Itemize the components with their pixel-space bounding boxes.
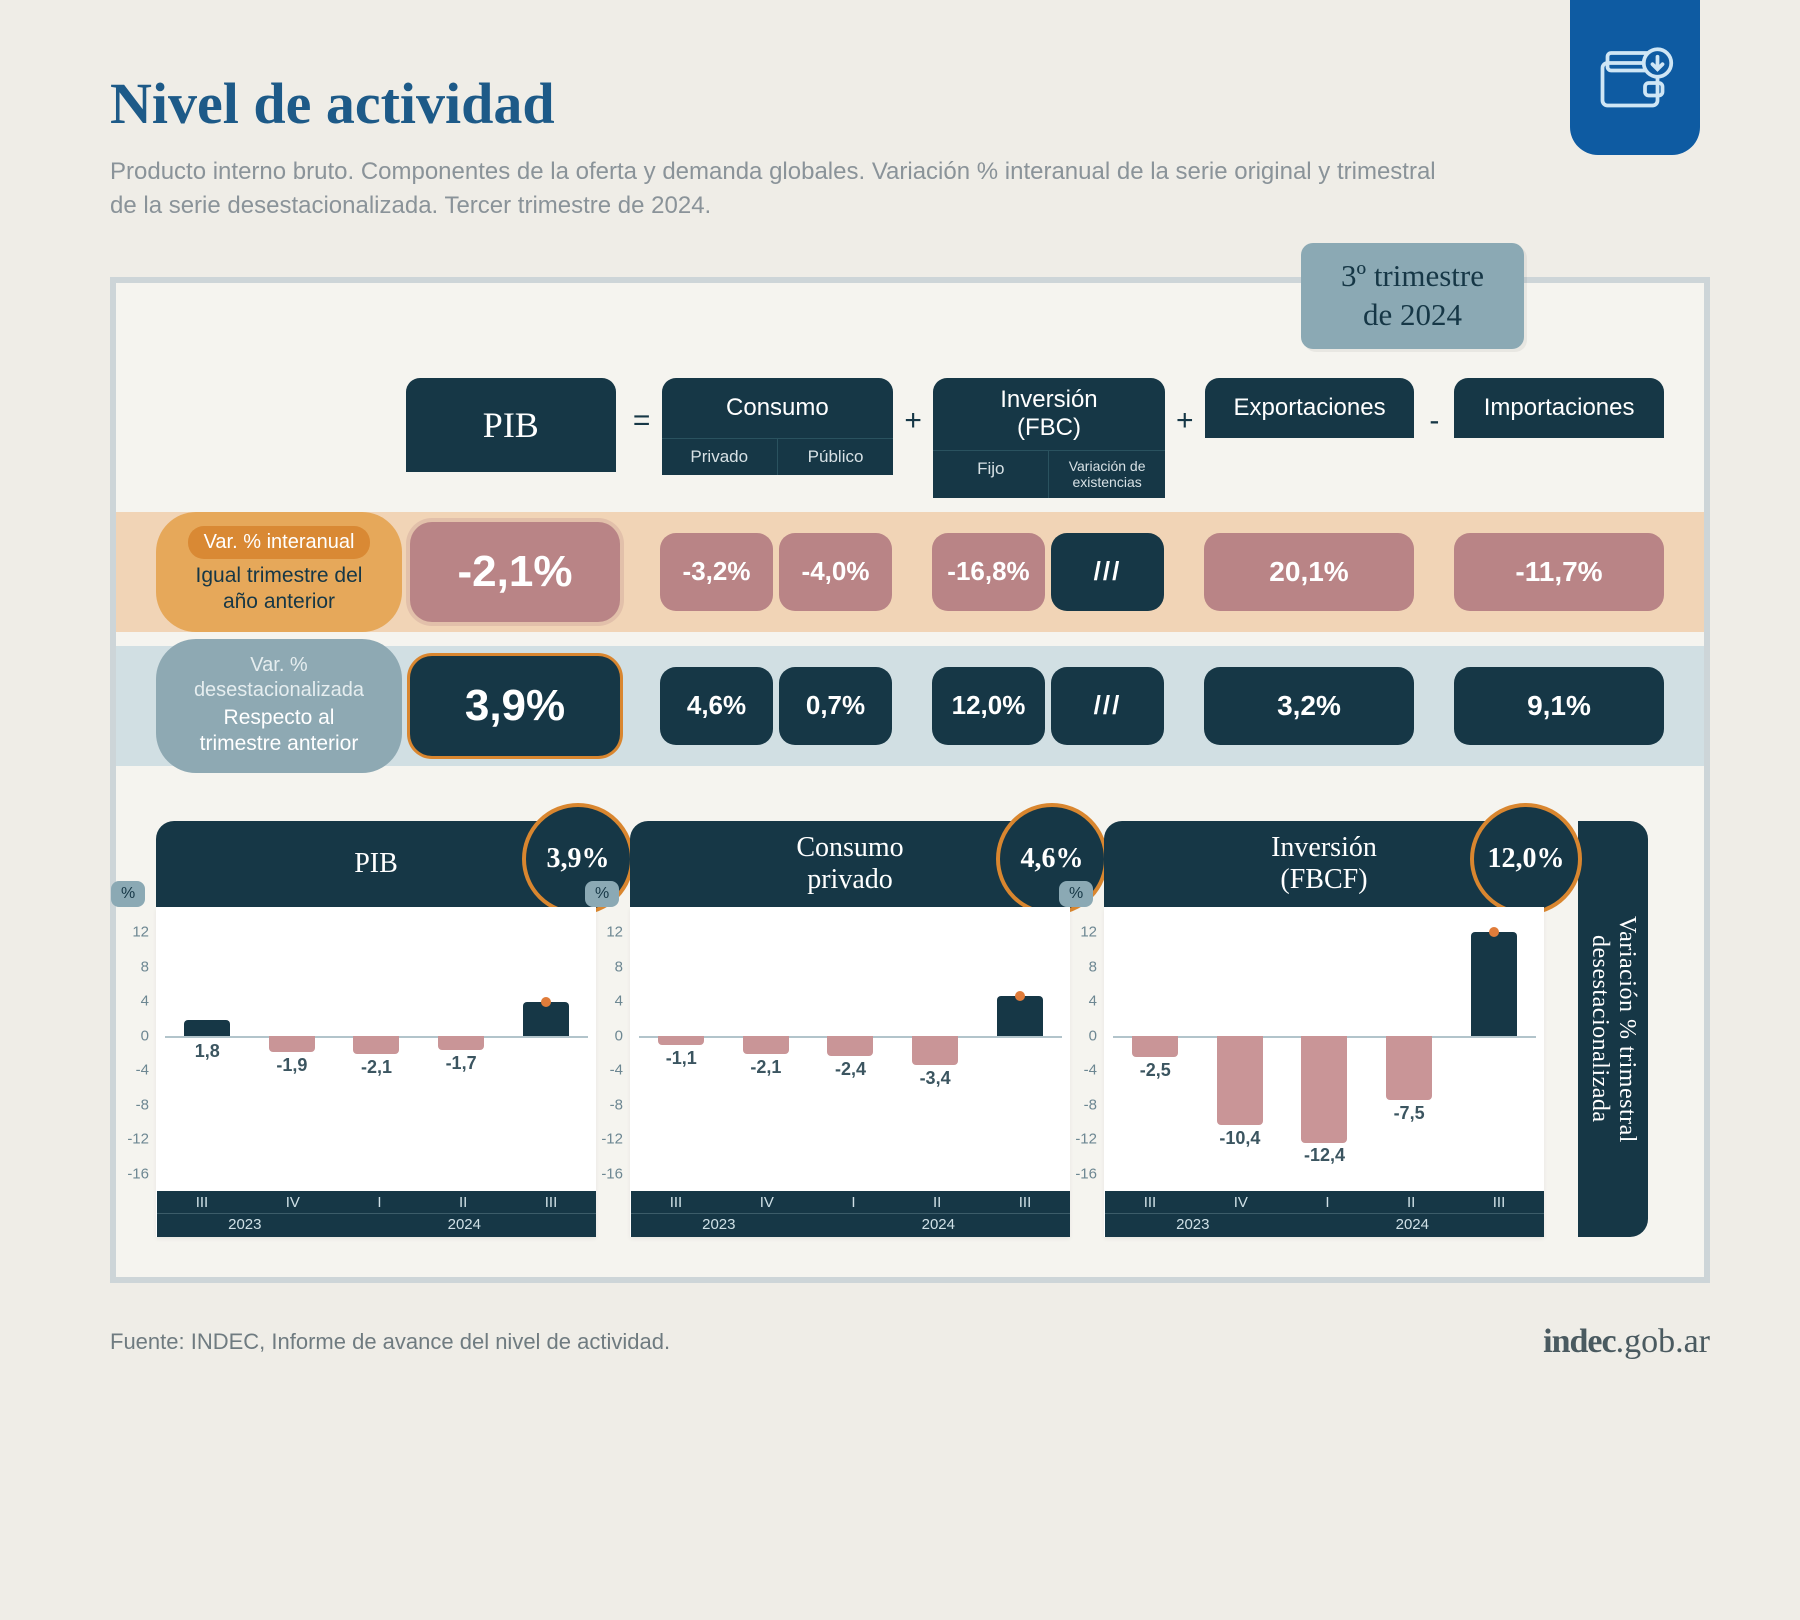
eq-export: Exportaciones — [1205, 378, 1415, 438]
page-subtitle: Producto interno bruto. Componentes de l… — [110, 155, 1460, 222]
val-interanual-import: -11,7% — [1454, 533, 1664, 611]
eq-consumo-privado: Privado — [662, 438, 778, 475]
chart-x-axis: IIIIVIIIIII20232024 — [157, 1191, 596, 1237]
chart-plot: -2,5-10,4-12,4-7,5 — [1113, 915, 1536, 1191]
eq-consumo: Consumo — [662, 378, 894, 438]
chart-y-labels: 12840-4-8-12-16 — [587, 907, 627, 1207]
eq-op-plus2: + — [1173, 404, 1197, 438]
eq-op-minus: - — [1422, 404, 1446, 438]
period-tag: 3º trimestre de 2024 — [1301, 243, 1524, 349]
eq-import: Importaciones — [1454, 378, 1664, 438]
row-desest: Var. % desestacionalizada Respecto al tr… — [156, 646, 1664, 766]
header-badge — [1570, 0, 1700, 155]
val-interanual-inv-var: /// — [1051, 533, 1164, 611]
row-desest-label: Var. % desestacionalizada Respecto al tr… — [156, 639, 402, 774]
val-interanual-export: 20,1% — [1204, 533, 1414, 611]
val-desest-pib: 3,9% — [410, 656, 620, 756]
chart-title: Inversión (FBCF)12,0% — [1104, 821, 1544, 907]
chart-title: PIB3,9% — [156, 821, 596, 907]
eq-pib: PIB — [406, 378, 616, 472]
val-desest-inv-fijo: 12,0% — [932, 667, 1045, 745]
val-desest-import: 9,1% — [1454, 667, 1664, 745]
eq-consumo-publico: Público — [778, 438, 893, 475]
val-interanual-inv-fijo: -16,8% — [932, 533, 1045, 611]
row-interanual-label: Var. % interanual Igual trimestre del añ… — [156, 512, 402, 632]
val-desest-cons-pub: 0,7% — [779, 667, 892, 745]
chart-bubble: 12,0% — [1470, 803, 1582, 915]
row-interanual: Var. % interanual Igual trimestre del añ… — [156, 512, 1664, 632]
chart-pct-tag: % — [1059, 881, 1093, 907]
chart-x-axis: IIIIVIIIIII20232024 — [1105, 1191, 1544, 1237]
chart-body: %12840-4-8-12-16-2,5-10,4-12,4-7,5IIIIVI… — [1104, 907, 1544, 1237]
chart-card: Consumo privado4,6%%12840-4-8-12-16-1,1-… — [630, 821, 1070, 1237]
eq-inv-varexist: Variación de existencias — [1049, 450, 1164, 498]
chart-y-labels: 12840-4-8-12-16 — [1061, 907, 1101, 1207]
chart-y-labels: 12840-4-8-12-16 — [113, 907, 153, 1207]
val-interanual-cons-pub: -4,0% — [779, 533, 892, 611]
chart-plot: 1,8-1,9-2,1-1,7 — [165, 915, 588, 1191]
chart-body: %12840-4-8-12-16-1,1-2,1-2,4-3,4IIIIVIII… — [630, 907, 1070, 1237]
page-title: Nivel de actividad — [110, 70, 1710, 137]
chart-title: Consumo privado4,6% — [630, 821, 1070, 907]
eq-op-eq: = — [630, 404, 654, 438]
chart-body: %12840-4-8-12-161,8-1,9-2,1-1,7IIIIVIIII… — [156, 907, 596, 1237]
val-desest-inv-var: /// — [1051, 667, 1164, 745]
footer-source: Fuente: INDEC, Informe de avance del niv… — [110, 1329, 670, 1355]
eq-inv-fijo: Fijo — [933, 450, 1049, 498]
val-interanual-pib: -2,1% — [410, 522, 620, 622]
chart-plot: -1,1-2,1-2,4-3,4 — [639, 915, 1062, 1191]
wallet-icon — [1595, 38, 1675, 118]
charts-side-label: Variación % trimestral desestacionalizad… — [1578, 821, 1648, 1237]
eq-inversion: Inversión (FBC) — [933, 378, 1165, 450]
main-frame: 3º trimestre de 2024 PIB = Consumo Priva… — [110, 277, 1710, 1283]
charts-row: PIB3,9%%12840-4-8-12-161,8-1,9-2,1-1,7II… — [156, 821, 1664, 1237]
footer-brand: indec.gob.ar — [1543, 1323, 1710, 1361]
val-desest-cons-priv: 4,6% — [660, 667, 773, 745]
chart-pct-tag: % — [585, 881, 619, 907]
val-desest-export: 3,2% — [1204, 667, 1414, 745]
chart-x-axis: IIIIVIIIIII20232024 — [631, 1191, 1070, 1237]
chart-pct-tag: % — [111, 881, 145, 907]
val-interanual-cons-priv: -3,2% — [660, 533, 773, 611]
eq-op-plus1: + — [901, 404, 925, 438]
equation-row: PIB = Consumo Privado Público + Inversió… — [406, 378, 1664, 498]
chart-card: Inversión (FBCF)12,0%%12840-4-8-12-16-2,… — [1104, 821, 1544, 1237]
chart-card: PIB3,9%%12840-4-8-12-161,8-1,9-2,1-1,7II… — [156, 821, 596, 1237]
